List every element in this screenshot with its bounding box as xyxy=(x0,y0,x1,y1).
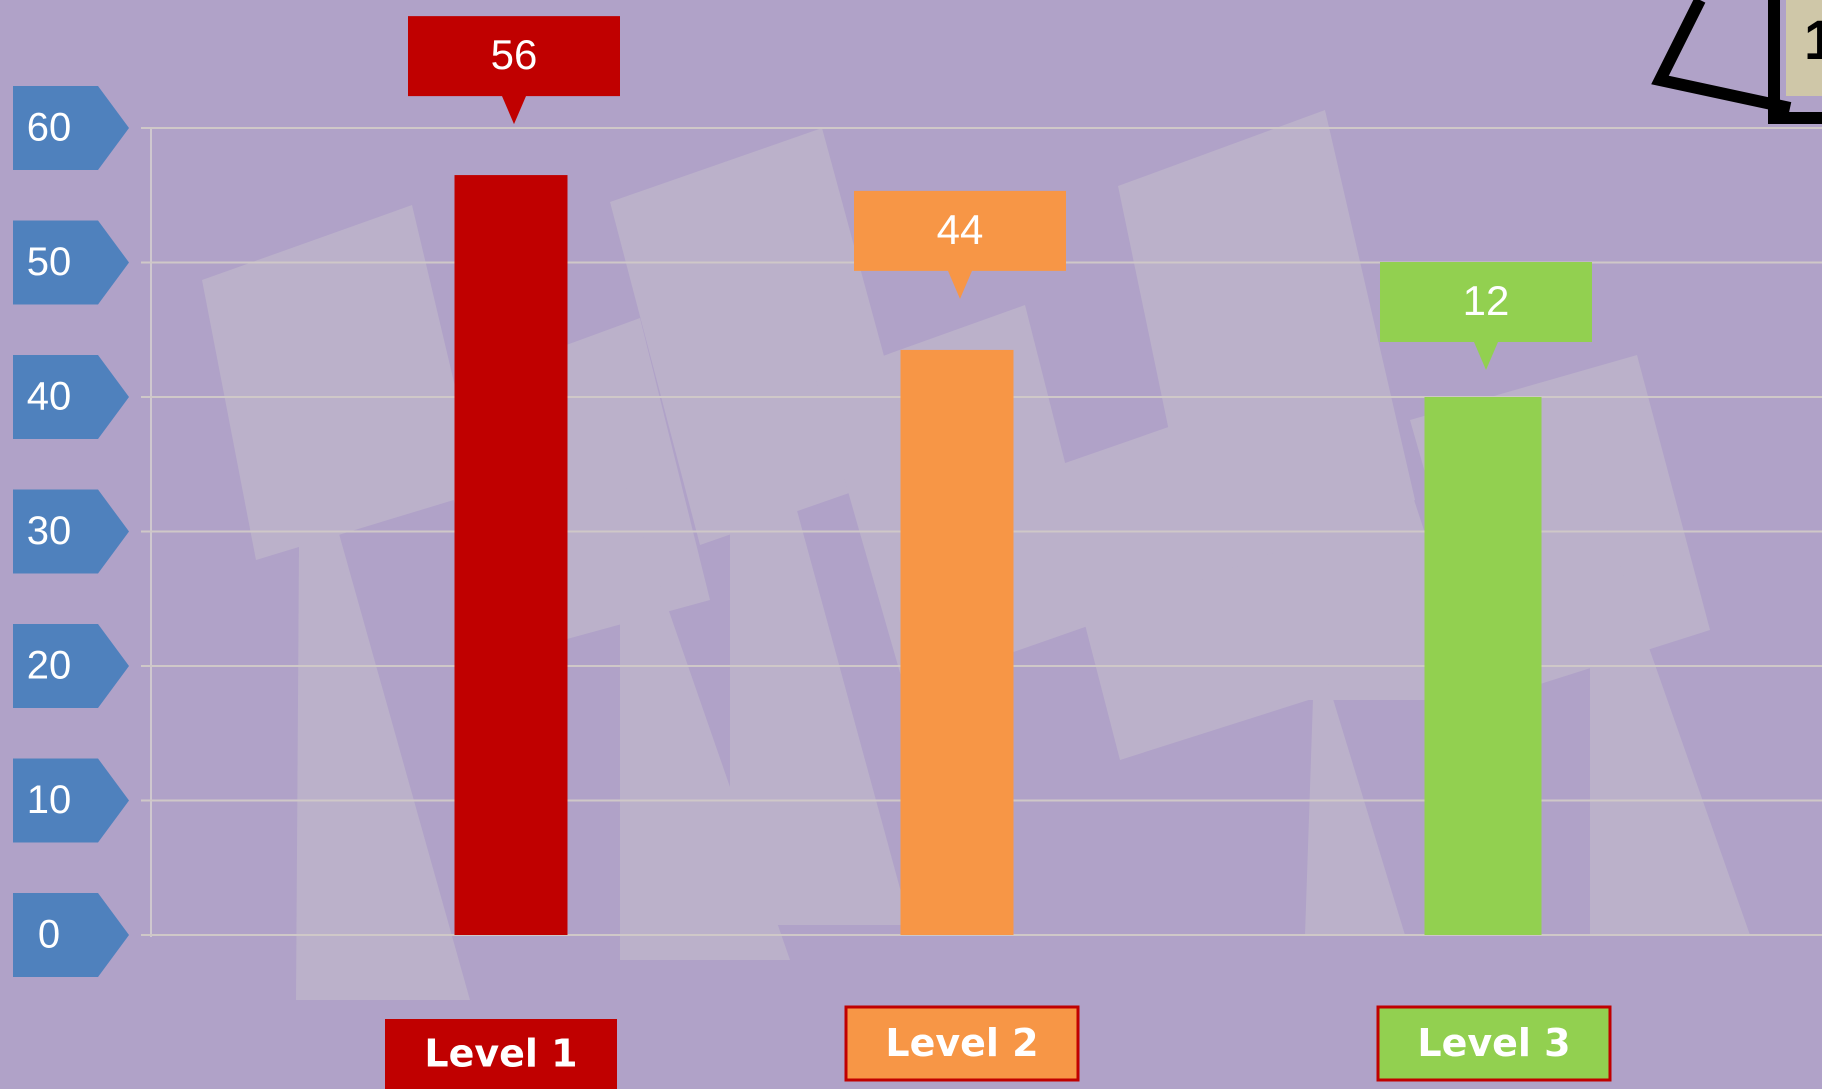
corner-decoration: 1 xyxy=(1660,0,1822,118)
y-tick-label: 20 xyxy=(27,644,72,688)
corner-badge: 1 xyxy=(1804,8,1822,71)
bar xyxy=(901,350,1014,935)
y-tick-label: 30 xyxy=(27,509,72,553)
bar xyxy=(455,175,568,935)
callout-label: 56 xyxy=(491,31,538,78)
y-tick-label: 50 xyxy=(27,240,72,284)
callout-label: 44 xyxy=(937,206,984,253)
x-tick-label: Level 3 xyxy=(1417,1021,1570,1065)
y-tick-label: 40 xyxy=(27,375,72,419)
y-tick-label: 10 xyxy=(27,778,72,822)
chart: 1 0 10 20 30 40 50 60 56 Level 1 44 Level 2 12 Level… xyxy=(0,0,1822,1089)
y-tick-label: 60 xyxy=(27,106,72,150)
x-tick-label: Level 1 xyxy=(424,1032,577,1076)
bar xyxy=(1425,397,1542,935)
x-tick-label: Level 2 xyxy=(885,1021,1038,1065)
callout-label: 12 xyxy=(1463,277,1510,324)
y-tick-label: 0 xyxy=(38,913,60,957)
y-tick-box xyxy=(13,893,129,977)
